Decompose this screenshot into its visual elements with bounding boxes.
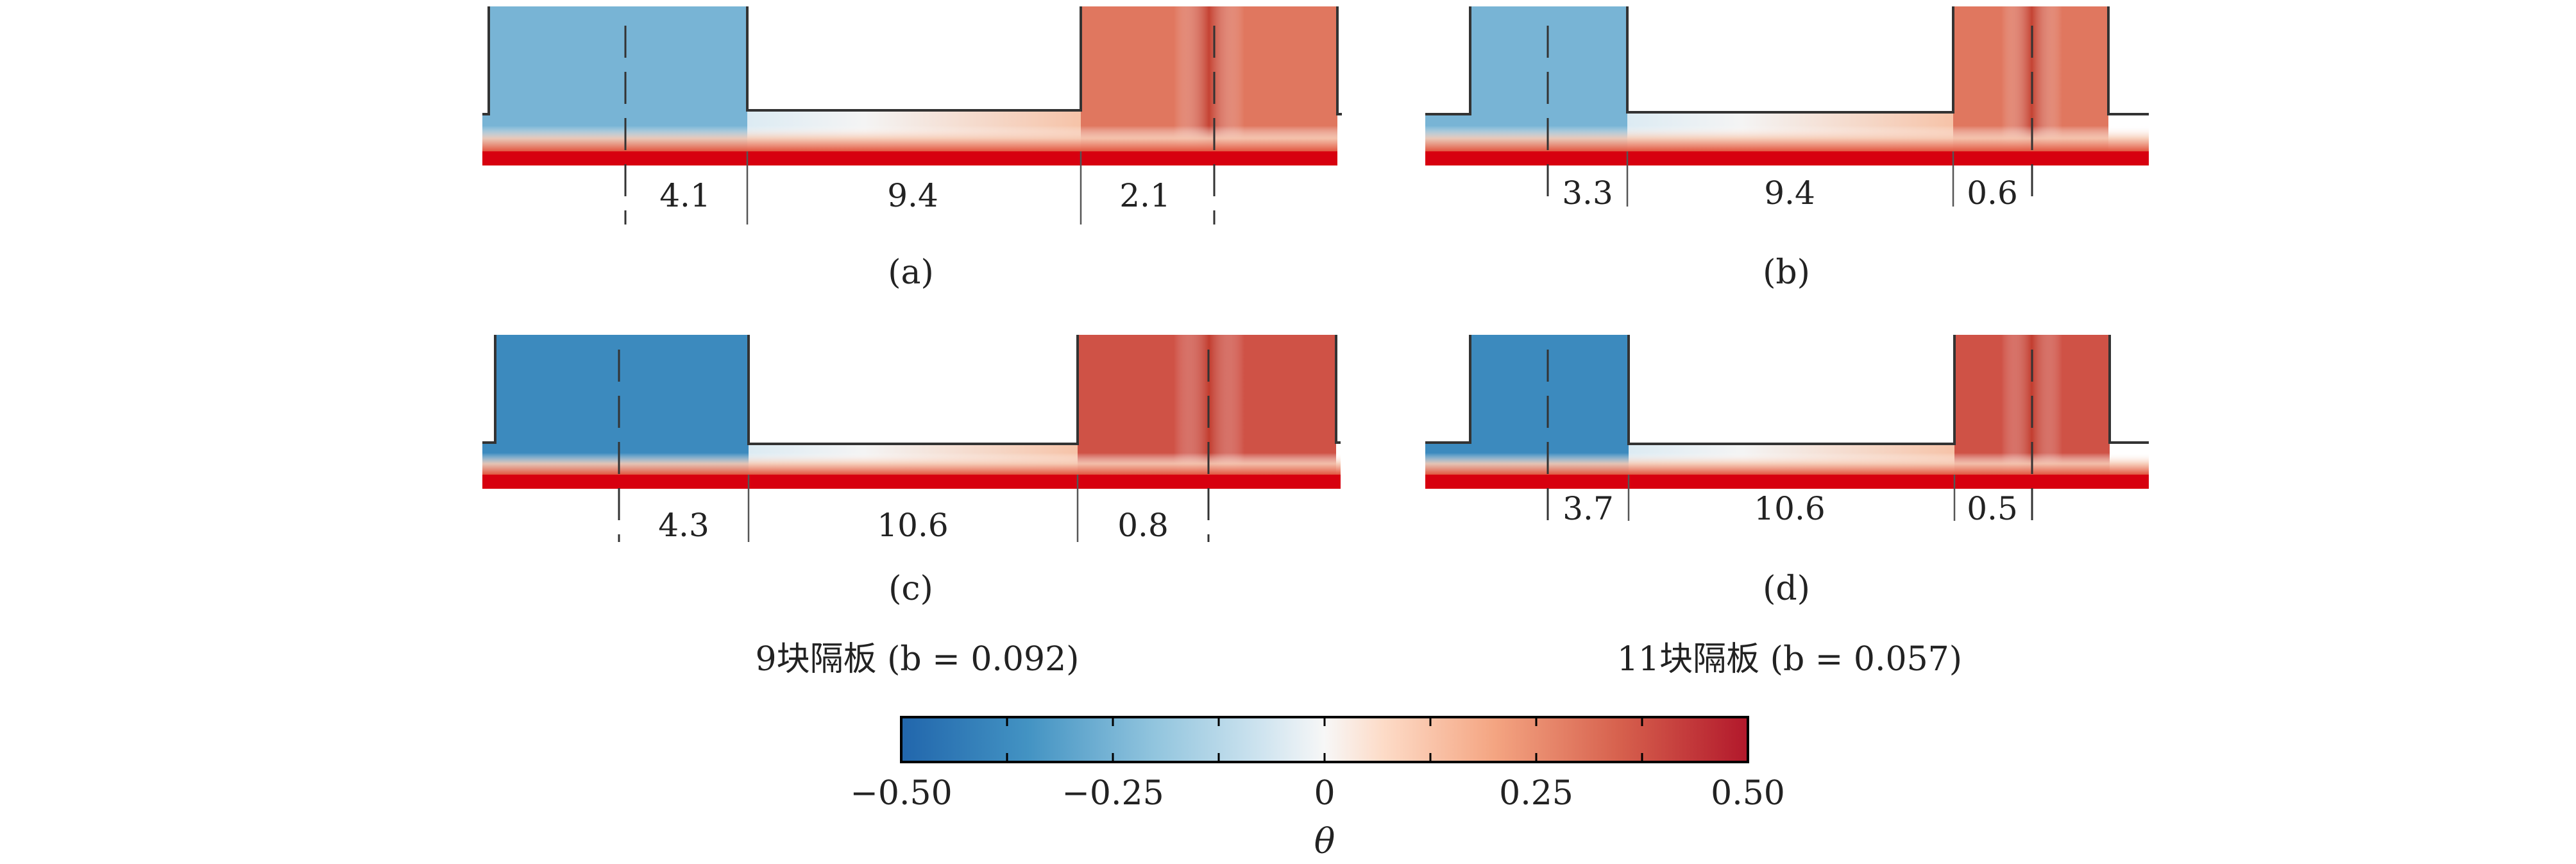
left-width-label: 3.3 (1562, 174, 1613, 212)
partition-outline (1425, 335, 2149, 445)
panel-label: (a) (888, 253, 934, 292)
colorbar-tick-label: −0.50 (850, 774, 952, 813)
boundary-layer (482, 126, 1337, 151)
gap-width-label: 9.4 (887, 177, 938, 214)
cold-block (1470, 335, 1629, 453)
gap-width-label: 10.6 (877, 507, 948, 544)
right-width-label: 0.6 (1967, 174, 2018, 212)
partition-outline (482, 335, 1341, 445)
cold-block (489, 6, 747, 131)
left-width-label: 3.7 (1563, 490, 1614, 527)
panel-b: 3.3 9.4 0.6 (b) (1425, 6, 2149, 292)
right-width-label: 0.8 (1117, 507, 1169, 544)
colorbar-ticks (900, 717, 1749, 762)
boundary-layer (1425, 126, 2149, 151)
panel-label: (d) (1763, 570, 1810, 608)
colorbar-variable-label: θ (1314, 821, 1335, 861)
cold-block (495, 335, 749, 453)
caption-11-partitions: 11块隔板 (b = 0.057) (1617, 640, 1962, 679)
right-width-label: 2.1 (1119, 177, 1171, 214)
caption-9-partitions: 9块隔板 (b = 0.092) (756, 640, 1080, 679)
partition-outline (1425, 6, 2149, 115)
panel-label: (c) (888, 570, 933, 608)
cold-block (1470, 6, 1627, 131)
partition-outline (482, 6, 1342, 115)
panel-c: 4.3 10.6 0.8 (c) (482, 335, 1341, 608)
heated-wall (1425, 151, 2149, 165)
heated-wall (1425, 475, 2149, 489)
colorbar-tick-label: −0.25 (1062, 774, 1164, 813)
colorbar-tick-label: 0 (1314, 774, 1335, 813)
heated-wall (482, 475, 1341, 489)
right-width-label: 0.5 (1967, 490, 2018, 527)
panel-d: 3.7 10.6 0.5 (d) (1425, 335, 2149, 608)
gap-width-label: 10.6 (1754, 490, 1825, 527)
boundary-layer (1425, 453, 2149, 475)
colorbar-tick-label: 0.50 (1711, 774, 1785, 813)
panel-label: (b) (1763, 253, 1810, 292)
colorbar-tick-label: 0.25 (1499, 774, 1573, 813)
heated-wall (482, 151, 1337, 165)
panel-a: 4.1 9.4 2.1 (a) (482, 6, 1342, 292)
gap-width-label: 9.4 (1764, 174, 1815, 212)
left-width-label: 4.3 (658, 507, 709, 544)
colorbar: −0.50 −0.25 0 0.25 0.50 θ (850, 716, 1785, 861)
boundary-layer (482, 453, 1341, 475)
left-width-label: 4.1 (659, 177, 711, 214)
